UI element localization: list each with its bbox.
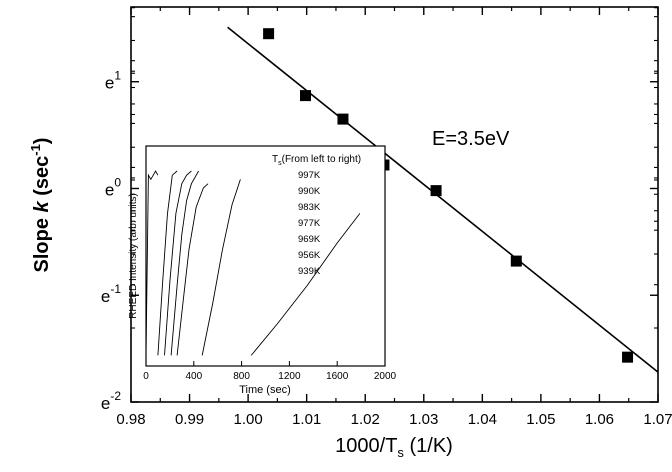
y-axis-label: Slope k (sec-1) [28,138,53,273]
inset-x-tick-label: 2000 [374,371,397,382]
y-tick-label: e-2 [101,389,121,413]
main-y-ticks: e1 e0 e-1 e-2 [101,7,658,413]
inset-legend-entry: 983K [298,202,321,213]
inset-plot-frame [145,145,386,367]
inset-legend: 997K 990K 983K 977K 969K 956K 939K [298,170,321,277]
x-tick-label: 1.06 [585,411,614,428]
y-tick-label: e1 [105,69,121,93]
data-point-square [430,185,442,197]
fit-line-group [227,26,659,373]
x-tick-label: 0.99 [175,411,204,428]
inset-x-tick-label: 0 [143,371,149,382]
inset-chart: 0 400 800 1200 1600 2000 Ts(From left to righ… [128,145,397,396]
data-point-square [510,255,522,267]
y-tick-label: e-1 [101,282,121,306]
inset-series-line [145,170,159,356]
inset-series-line [201,179,241,356]
energy-annotation: E=3.5eV [432,128,510,150]
inset-legend-entry: 997K [298,170,321,181]
x-tick-label: 1.02 [351,411,380,428]
x-tick-label: 1.01 [292,411,321,428]
inset-series [145,170,361,356]
main-chart: 0.98 0.99 1.00 1.01 1.02 1.03 1.04 1.05 1.06 1.07… [28,6,672,460]
inset-series-line [157,170,178,356]
inset-series-line [164,170,192,356]
data-point-square [337,113,349,125]
x-tick-label: 1.03 [409,411,438,428]
x-tick-label: 1.07 [643,411,672,428]
inset-series-line [250,213,361,356]
data-point-square [299,90,311,102]
inset-legend-title: Ts(From left to right) [272,154,361,167]
linear-fit-line [227,26,659,373]
inset-x-ticks: 0 400 800 1200 1600 2000 [143,361,397,382]
data-point-square [263,28,275,40]
inset-series-line [170,170,199,356]
inset-series-line [176,183,209,356]
inset-legend-entry: 956K [298,250,321,261]
x-tick-label: 1.00 [234,411,263,428]
inset-y-axis-label: RHEED Intensity (arb. units) [128,193,139,319]
inset-legend-entry: 969K [298,234,321,245]
inset-x-tick-label: 1600 [326,371,349,382]
inset-legend-entry: 939K [298,266,321,277]
data-point-square [622,351,634,363]
inset-legend-entry: 990K [298,186,321,197]
x-tick-label: 1.05 [526,411,555,428]
inset-x-tick-label: 400 [185,371,202,382]
x-tick-label: 1.04 [468,411,497,428]
x-tick-label: 0.98 [116,411,145,428]
inset-x-axis-label: Time (sec) [239,384,291,396]
y-tick-label: e0 [105,175,121,199]
main-x-ticks: 0.98 0.99 1.00 1.01 1.02 1.03 1.04 1.05 1.06 1.07 [116,7,672,428]
x-axis-label: 1000/Ts (1/K) [335,435,453,460]
inset-legend-entry: 977K [298,218,321,229]
inset-x-tick-label: 1200 [278,371,301,382]
inset-x-tick-label: 800 [233,371,250,382]
